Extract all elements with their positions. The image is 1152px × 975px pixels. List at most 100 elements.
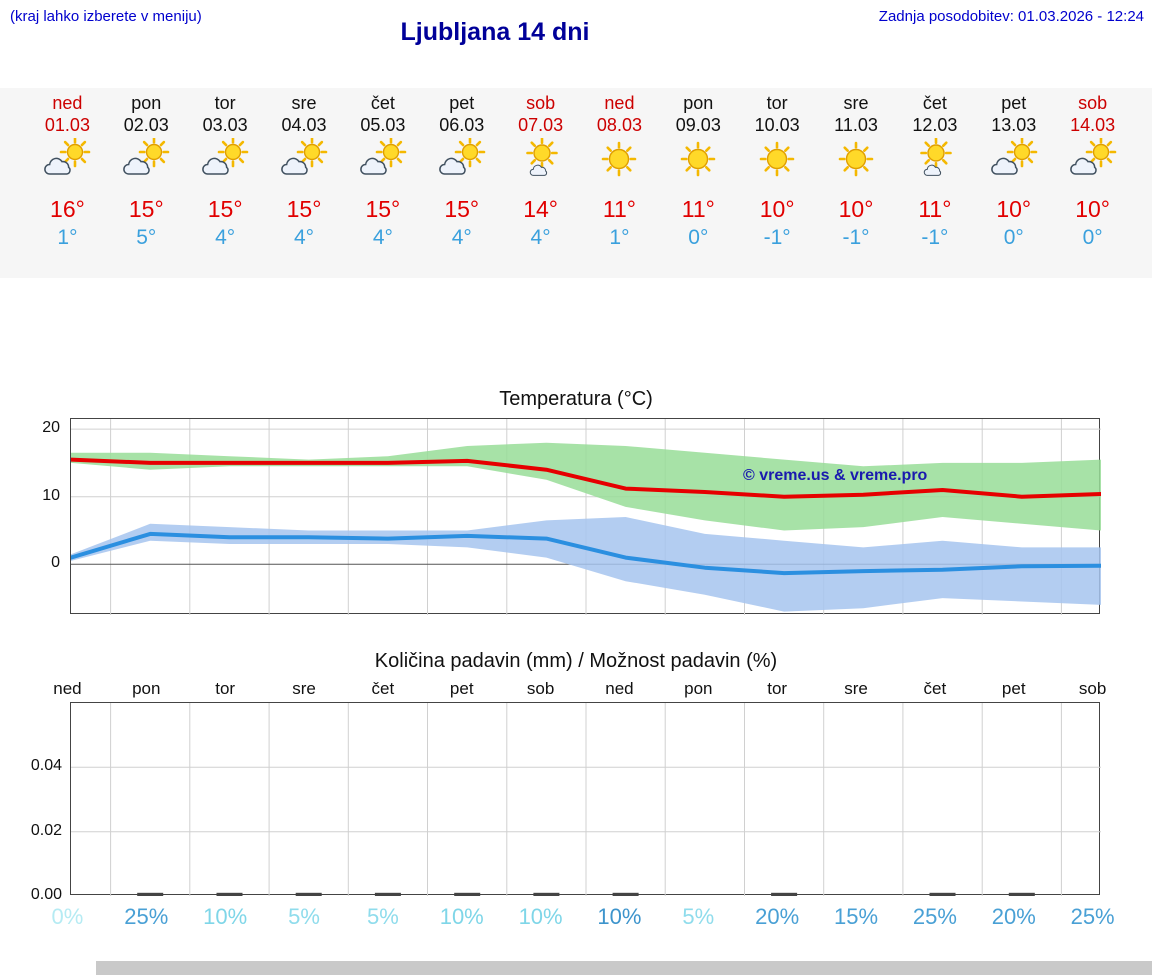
high-temp: 11° bbox=[918, 196, 952, 222]
precip-bar bbox=[929, 892, 956, 896]
forecast-day-07.03: sob 07.03 14° 4° bbox=[501, 92, 580, 252]
low-temp: 0° bbox=[1082, 226, 1103, 249]
precip-ytick-label: 0.04 bbox=[30, 757, 62, 775]
temp-ytick-label: 10 bbox=[42, 486, 60, 504]
series-min-temp bbox=[71, 531, 1101, 576]
day-date: 04.03 bbox=[281, 115, 327, 135]
sunny-icon bbox=[759, 141, 795, 177]
partly-cloudy-icon bbox=[990, 136, 1038, 175]
precip-probability: 0% bbox=[51, 904, 84, 929]
sunny-icon bbox=[838, 141, 874, 177]
precip-day-label: sre bbox=[844, 679, 868, 698]
temperature-plot: © vreme.us & vreme.pro bbox=[70, 418, 1101, 615]
mostly-sunny-icon bbox=[920, 137, 952, 176]
precip-bar bbox=[454, 892, 481, 896]
weather-icon bbox=[1053, 136, 1132, 188]
forecast-day-08.03: ned 08.03 11° 1° bbox=[580, 92, 659, 252]
precip-probability: 10% bbox=[439, 904, 484, 929]
precip-probability-row: 0% 25% 10% 5% 5% 10% 10% 10% 5% 20% 15% 25% 20% 25% bbox=[28, 904, 1132, 930]
day-name: čet bbox=[922, 93, 947, 113]
high-temp: 10° bbox=[759, 196, 795, 222]
weather-icon bbox=[817, 138, 896, 188]
day-name: tor bbox=[766, 93, 788, 113]
forecast-day-11.03: sre 11.03 10° -1° bbox=[817, 92, 896, 252]
low-temp: 1° bbox=[57, 226, 78, 249]
day-name: pon bbox=[683, 93, 714, 113]
precip-probability: 5% bbox=[682, 904, 715, 929]
partly-cloudy-icon bbox=[360, 136, 407, 175]
precip-day-label: ned bbox=[53, 679, 82, 698]
partly-cloudy-icon bbox=[281, 136, 328, 175]
partly-cloudy-icon bbox=[202, 136, 249, 175]
forecast-day-04.03: sre 04.03 15° 4° bbox=[265, 92, 344, 252]
precip-day-label: čet bbox=[923, 679, 947, 698]
day-name: sre bbox=[843, 93, 869, 113]
precip-probability: 5% bbox=[366, 904, 399, 929]
day-date: 05.03 bbox=[360, 115, 406, 135]
high-temp: 10° bbox=[996, 196, 1032, 222]
weather-icon bbox=[343, 136, 422, 188]
weather-icon bbox=[422, 136, 501, 188]
forecast-day-10.03: tor 10.03 10° -1° bbox=[738, 92, 817, 252]
low-temp: 4° bbox=[451, 226, 472, 249]
last-update-text: Zadnja posodobitev: 01.03.2026 - 12:24 bbox=[878, 8, 1144, 25]
day-name: pet bbox=[449, 93, 475, 113]
day-name: sre bbox=[291, 93, 317, 113]
day-name: pet bbox=[1001, 93, 1027, 113]
weather-icon bbox=[107, 136, 186, 188]
precip-day-label: pon bbox=[684, 679, 713, 698]
high-temp: 16° bbox=[50, 196, 85, 222]
precip-bar bbox=[137, 892, 164, 896]
precip-bar bbox=[295, 892, 322, 896]
mostly-sunny-icon bbox=[525, 137, 558, 176]
day-date: 10.03 bbox=[754, 115, 800, 135]
precip-day-label: čet bbox=[371, 679, 395, 698]
precip-probability: 10% bbox=[203, 904, 248, 929]
temp-ytick-label: 20 bbox=[42, 419, 60, 437]
forecast-day-05.03: čet 05.03 15° 4° bbox=[343, 92, 422, 252]
precip-bar bbox=[1008, 892, 1035, 896]
location-menu-hint: (kraj lahko izberete v meniju) bbox=[10, 8, 202, 25]
partly-cloudy-icon bbox=[1069, 136, 1116, 175]
precip-day-label: ned bbox=[605, 679, 634, 698]
low-temp: 1° bbox=[609, 226, 630, 249]
day-name: pon bbox=[131, 93, 162, 113]
low-temp: 0° bbox=[688, 226, 709, 249]
precip-ytick-label: 0.02 bbox=[30, 821, 62, 839]
band-min-range bbox=[71, 517, 1101, 612]
high-temp: 10° bbox=[838, 196, 874, 222]
day-date: 03.03 bbox=[202, 115, 248, 135]
day-date: 02.03 bbox=[123, 115, 169, 135]
precip-day-label: pon bbox=[132, 679, 161, 698]
high-temp: 15° bbox=[207, 196, 243, 222]
precip-day-label: tor bbox=[215, 679, 236, 698]
weather-icon bbox=[974, 136, 1053, 188]
temperature-chart bbox=[71, 419, 1101, 615]
low-temp: 4° bbox=[215, 226, 236, 249]
temperature-y-axis: 0 10 20 bbox=[30, 418, 60, 614]
day-date: 07.03 bbox=[518, 115, 564, 135]
day-name: čet bbox=[370, 93, 395, 113]
forecast-day-06.03: pet 06.03 15° 4° bbox=[422, 92, 501, 252]
weather-icon bbox=[895, 137, 974, 188]
low-temp: -1° bbox=[921, 226, 949, 249]
watermark-link[interactable]: © vreme.us & vreme.pro bbox=[743, 467, 928, 484]
day-date: 06.03 bbox=[439, 115, 485, 135]
high-temp: 15° bbox=[365, 196, 401, 222]
low-temp: -1° bbox=[842, 226, 870, 249]
precipitation-chart-title: Količina padavin (mm) / Možnost padavin … bbox=[374, 650, 778, 672]
day-name: tor bbox=[214, 93, 236, 113]
precip-probability: 5% bbox=[288, 904, 320, 929]
footer-strip bbox=[96, 961, 1152, 975]
weather-icon bbox=[186, 136, 265, 188]
weather-icon bbox=[28, 136, 107, 188]
precipitation-chart bbox=[71, 703, 1101, 896]
day-date: 09.03 bbox=[675, 115, 721, 135]
partly-cloudy-icon bbox=[44, 136, 91, 175]
forecast-day-09.03: pon 09.03 11° 0° bbox=[659, 92, 738, 252]
precip-probability: 25% bbox=[912, 904, 957, 929]
high-temp: 11° bbox=[681, 196, 715, 222]
page-title: Ljubljana 14 dni bbox=[400, 18, 590, 46]
precip-day-label: sob bbox=[1078, 679, 1107, 698]
